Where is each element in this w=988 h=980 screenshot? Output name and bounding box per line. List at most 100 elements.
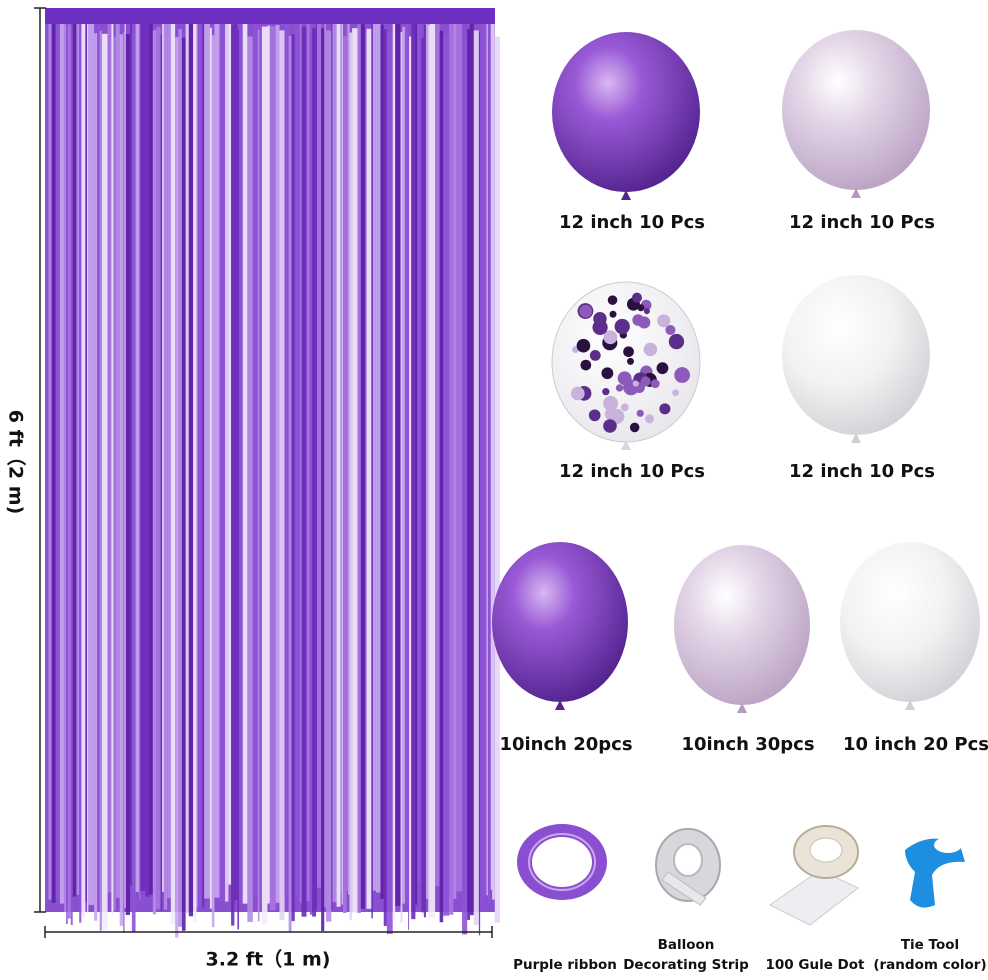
curtain-strand — [486, 13, 489, 896]
balloon — [782, 275, 930, 443]
curtain-strand — [167, 20, 171, 899]
curtain-strand — [405, 10, 409, 901]
curtain-strand — [294, 18, 301, 900]
curtain-strand — [239, 16, 243, 901]
curtain-strand — [219, 25, 226, 902]
confetti — [643, 342, 658, 357]
balloon-label: 12 inch 10 Pcs — [789, 212, 935, 233]
balloon-label: 10inch 20pcs — [499, 734, 632, 755]
curtain-strand — [421, 37, 424, 913]
curtain-strand — [193, 21, 197, 922]
confetti — [665, 324, 676, 335]
curtain-strand — [321, 28, 325, 931]
curtain-strand — [435, 8, 440, 887]
curtain-strand — [480, 21, 484, 907]
accessory-label: Decorating Strip — [623, 957, 749, 973]
curtain-strand — [225, 15, 229, 902]
curtain-strand — [97, 15, 100, 912]
confetti — [609, 310, 617, 318]
confetti — [603, 395, 619, 411]
curtain-strand — [261, 26, 268, 925]
curtain-strand — [140, 12, 146, 892]
balloon — [551, 281, 701, 450]
curtain-strand — [51, 20, 56, 903]
confetti — [589, 349, 601, 361]
curtain-strand — [70, 37, 73, 925]
balloon-knot — [555, 700, 565, 710]
curtain-strand — [197, 12, 203, 907]
curtain-strand — [371, 21, 373, 919]
curtain-strand — [346, 12, 348, 891]
curtain-strand — [45, 24, 49, 903]
curtain-strand — [347, 17, 350, 895]
curtain-strand — [269, 26, 276, 911]
curtain-strand — [341, 15, 343, 905]
curtain-strand — [204, 23, 210, 899]
curtain-strand — [340, 15, 342, 894]
curtain-strand — [428, 24, 430, 921]
curtain-strand — [88, 17, 95, 905]
curtain-strand — [85, 14, 88, 903]
curtain-strand — [267, 25, 270, 904]
curtain-strand — [122, 31, 125, 933]
curtain-strand — [306, 12, 310, 902]
curtain-strand — [214, 13, 220, 898]
curtain-strand — [462, 37, 468, 935]
curtain-strand — [492, 23, 495, 900]
balloon-body — [552, 32, 700, 192]
confetti — [668, 333, 685, 350]
balloon — [674, 545, 810, 713]
curtain-strand — [402, 26, 406, 904]
curtain-strand — [364, 22, 367, 910]
curtain-strand — [429, 17, 436, 918]
foil-curtain — [45, 8, 500, 938]
curtain-strand — [275, 25, 280, 903]
strip-icon — [655, 828, 721, 906]
ribbon-icon — [517, 824, 607, 900]
curtain-strand — [439, 30, 444, 923]
balloon-body — [492, 542, 628, 702]
curtain-header — [45, 8, 495, 24]
curtain-strand — [111, 19, 114, 915]
curtain-strand — [247, 36, 253, 922]
curtain-strand — [372, 16, 376, 891]
curtain-strand — [453, 15, 457, 899]
curtain-strand — [125, 34, 131, 915]
confetti — [672, 389, 679, 397]
curtain-strand — [490, 12, 493, 890]
curtain-strand — [380, 24, 384, 899]
curtain-strand — [257, 29, 260, 922]
curtain-strand — [55, 10, 60, 900]
curtain-strand — [259, 18, 262, 903]
curtain-strand — [357, 15, 361, 913]
balloon-knot — [621, 190, 631, 200]
balloon — [492, 542, 628, 710]
curtain-strand — [185, 10, 189, 914]
confetti — [636, 409, 644, 417]
curtain-strand — [67, 24, 71, 919]
glue-dot-icon — [769, 825, 859, 926]
confetti — [656, 362, 669, 375]
confetti — [579, 304, 593, 318]
curtain-strand — [135, 9, 140, 892]
confetti — [631, 292, 642, 303]
curtain-strand — [488, 11, 491, 906]
curtain-strand — [386, 31, 393, 934]
curtain-strand — [175, 37, 179, 938]
curtain-strand — [425, 22, 429, 900]
curtain-strand — [76, 18, 80, 895]
curtain-strand — [331, 17, 333, 910]
confetti — [604, 407, 618, 421]
curtain-strand — [64, 9, 67, 912]
curtain-strand — [87, 20, 89, 915]
curtain-strand — [202, 23, 205, 908]
curtain-strand — [163, 19, 168, 910]
curtain-strand — [145, 10, 150, 897]
confetti — [623, 346, 634, 358]
confetti — [643, 308, 650, 315]
curtain-strand — [209, 27, 212, 909]
balloon-knot — [621, 440, 631, 450]
curtain-strand — [443, 34, 450, 916]
curtain-strand — [332, 19, 337, 903]
curtain-strand — [152, 30, 157, 915]
